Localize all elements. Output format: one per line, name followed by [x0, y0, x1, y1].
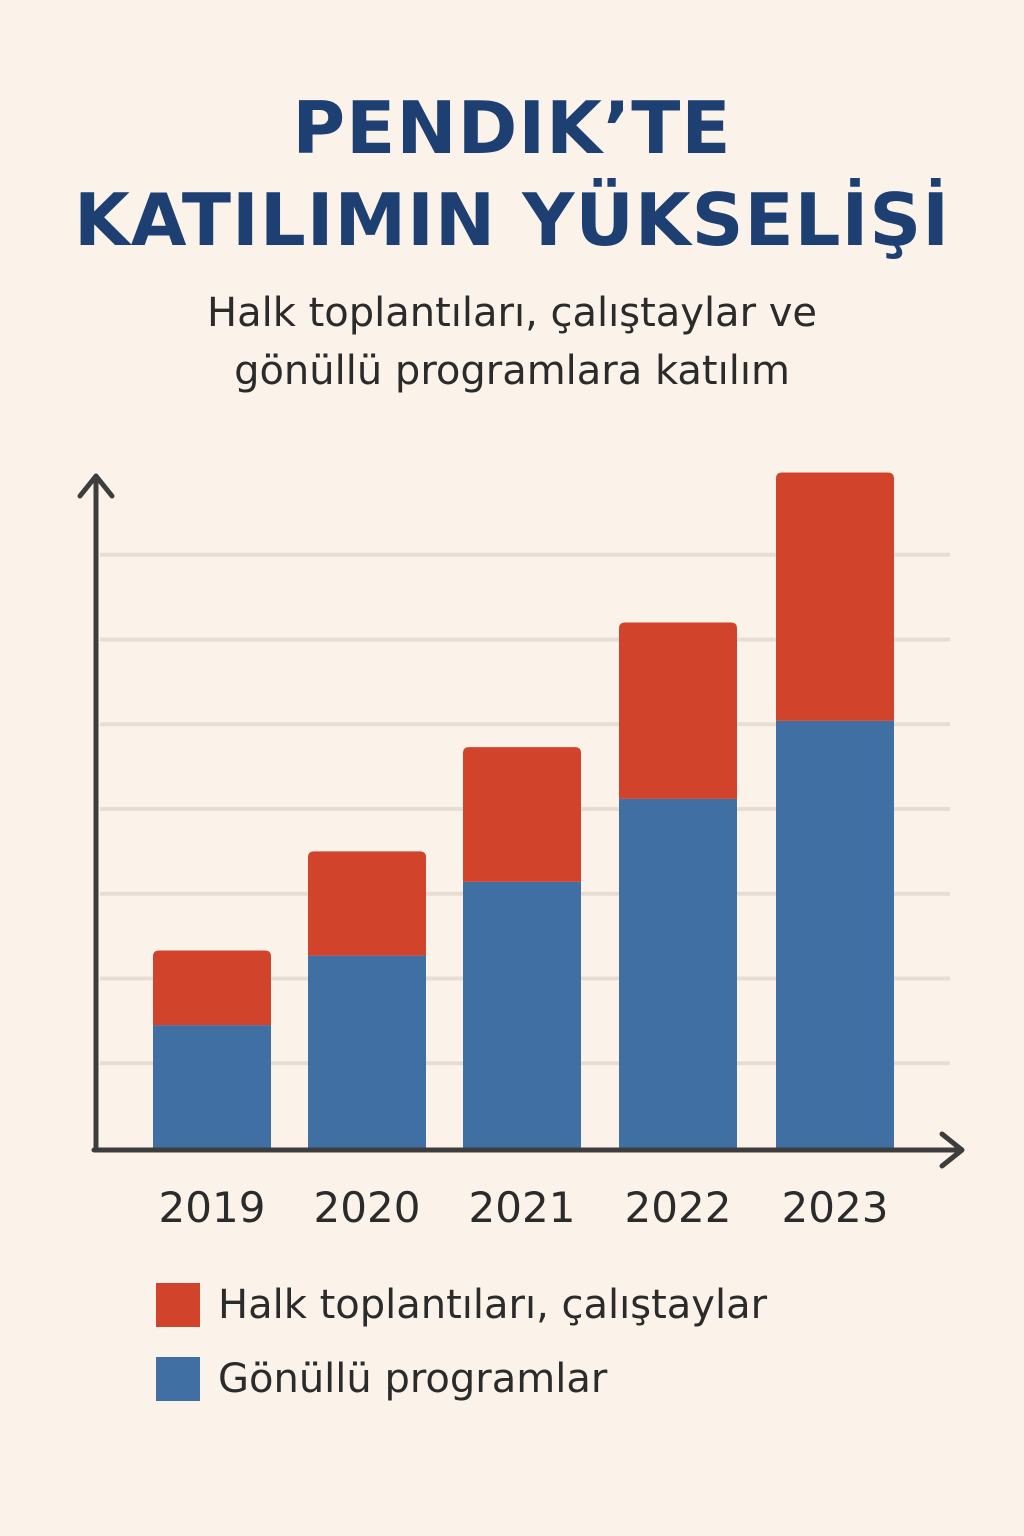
legend-item-gonullu: Gönüllü programlar — [156, 1356, 767, 1402]
x-tick-label-2020: 2020 — [314, 1183, 421, 1232]
chart-title: PENDIK’TE KATILIMIN YÜKSELİŞİ — [0, 82, 1024, 266]
chart-title-line-2: KATILIMIN YÜKSELİŞİ — [73, 178, 950, 262]
bar-halk-2019 — [153, 950, 271, 1026]
legend-label-gonullu: Gönüllü programlar — [218, 1356, 608, 1402]
stacked-bar-chart: 2019 2020 2021 2022 2023 — [77, 472, 965, 1232]
bars — [153, 472, 894, 1148]
x-tick-label-2023: 2023 — [782, 1183, 889, 1232]
bar-halk-2020 — [308, 851, 426, 956]
bar-gonullu-2019 — [153, 1025, 271, 1148]
x-axis-arrow-icon — [939, 1131, 965, 1169]
x-tick-label-2019: 2019 — [159, 1183, 266, 1232]
bar-halk-2022 — [619, 622, 737, 799]
bar-gonullu-2021 — [463, 881, 581, 1148]
y-axis-arrow-icon — [77, 473, 115, 499]
x-tick-label-2021: 2021 — [469, 1183, 576, 1232]
chart-title-line-1: PENDIK’TE — [292, 86, 732, 170]
bar-halk-2023 — [776, 472, 894, 721]
legend-item-halk: Halk toplantıları, çalıştaylar — [156, 1282, 767, 1328]
bar-gonullu-2022 — [619, 798, 737, 1148]
bar-halk-2021 — [463, 747, 581, 882]
legend-swatch-halk — [156, 1283, 200, 1327]
bar-gonullu-2023 — [776, 720, 894, 1148]
chart-subtitle-line-1: Halk toplantıları, çalıştaylar ve — [206, 290, 818, 336]
x-tick-labels: 2019 2020 2021 2022 2023 — [159, 1183, 889, 1232]
x-tick-label-2022: 2022 — [625, 1183, 732, 1232]
chart-subtitle-line-2: gönüllü programlara katılım — [234, 348, 790, 394]
axes — [77, 473, 965, 1169]
chart-subtitle: Halk toplantıları, çalıştaylar ve gönüll… — [0, 284, 1024, 400]
legend: Halk toplantıları, çalıştaylar Gönüllü p… — [156, 1282, 767, 1430]
legend-swatch-gonullu — [156, 1357, 200, 1401]
bar-gonullu-2020 — [308, 955, 426, 1148]
legend-label-halk: Halk toplantıları, çalıştaylar — [218, 1282, 768, 1328]
